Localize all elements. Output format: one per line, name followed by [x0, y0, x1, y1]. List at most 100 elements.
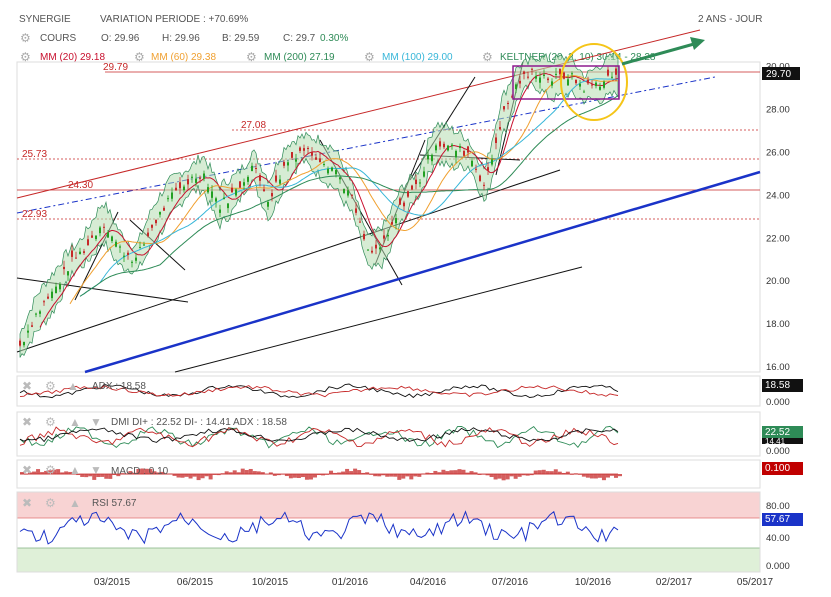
- candle-body: [547, 78, 549, 81]
- gear-icon[interactable]: ⚙: [45, 463, 56, 477]
- candle-body: [467, 146, 469, 153]
- candle-body: [311, 152, 313, 156]
- gear-icon[interactable]: ⚙: [482, 50, 493, 64]
- candle-body: [219, 209, 221, 213]
- macd-bar: [581, 474, 586, 477]
- x-tick-label: 05/2017: [737, 577, 774, 588]
- candle-body: [455, 150, 457, 158]
- macd-bar: [377, 474, 382, 477]
- candle-body: [379, 247, 381, 250]
- candle-body: [335, 169, 337, 175]
- macd-bar: [325, 474, 330, 475]
- candle-body: [195, 178, 197, 183]
- quote-open: O: 29.96: [101, 33, 140, 44]
- candle-body: [227, 203, 229, 209]
- candle-body: [75, 257, 77, 259]
- candle-body: [575, 79, 577, 84]
- mm20-line: [39, 72, 619, 328]
- gear-icon[interactable]: ⚙: [134, 50, 145, 64]
- candle-body: [191, 176, 193, 178]
- x-tick-label: 06/2015: [177, 577, 214, 588]
- candle-body: [411, 185, 413, 190]
- candle-body: [175, 187, 177, 191]
- macd-bar: [369, 474, 374, 475]
- macd-bar: [521, 474, 526, 476]
- candle-body: [367, 249, 369, 251]
- mid-dashdot-line: [16, 76, 716, 214]
- gear-icon[interactable]: ⚙: [45, 496, 56, 510]
- legend-mm200[interactable]: MM (200) 27.19: [264, 52, 335, 63]
- close-icon[interactable]: ✖: [22, 463, 33, 477]
- candle-body: [559, 68, 561, 75]
- candle-body: [539, 77, 541, 83]
- candle-body: [275, 175, 277, 182]
- candle-body: [383, 235, 385, 239]
- highlight-circle: [560, 43, 628, 121]
- candle-body: [83, 251, 85, 253]
- arrow-up-icon[interactable]: ▲: [69, 463, 81, 477]
- candle-body: [395, 218, 397, 224]
- macd-panel-frame: [16, 459, 761, 489]
- gear-icon[interactable]: ⚙: [20, 50, 31, 64]
- macd-bar: [461, 469, 466, 475]
- mm200-line: [79, 95, 619, 297]
- legend-mm100[interactable]: MM (100) 29.00: [382, 52, 453, 63]
- candle-body: [551, 81, 553, 86]
- candle-body: [179, 182, 181, 189]
- candle-body: [351, 194, 353, 196]
- lower-trendline: [16, 169, 561, 353]
- candle-body: [251, 165, 253, 172]
- arrow-up-icon[interactable]: ▲: [69, 415, 81, 429]
- macd-bar: [104, 474, 109, 479]
- gear-icon[interactable]: ⚙: [45, 415, 56, 429]
- macd-bar: [345, 468, 350, 475]
- legend-keltner[interactable]: KELTNER (20, 2, 10) 30.14 - 28.28: [500, 52, 656, 63]
- macd-bar: [389, 474, 394, 477]
- arrow-up-icon[interactable]: ▲: [67, 379, 79, 393]
- macd-bar: [485, 474, 490, 476]
- candle-body: [531, 68, 533, 70]
- candle-body: [343, 188, 345, 194]
- candle-body: [239, 181, 241, 188]
- candle-body: [267, 201, 269, 207]
- macd-bar: [308, 474, 313, 480]
- macd-bar: [180, 474, 185, 478]
- candle-body: [339, 177, 341, 180]
- legend-mm20[interactable]: MM (20) 29.18: [40, 52, 106, 63]
- gear-icon[interactable]: ⚙: [45, 379, 56, 393]
- macd-bar: [321, 474, 326, 476]
- rsi-oversold-zone: [17, 548, 760, 572]
- macd-bar: [529, 474, 534, 476]
- candle-body: [35, 313, 37, 315]
- close-icon[interactable]: ✖: [22, 379, 33, 393]
- macd-bar: [64, 471, 69, 475]
- close-icon[interactable]: ✖: [22, 496, 33, 510]
- macd-bar: [152, 471, 157, 475]
- macd-bar: [156, 472, 161, 475]
- macd-bar: [76, 474, 81, 476]
- arrow-down-icon[interactable]: ▼: [90, 415, 102, 429]
- adx-signal-line: [19, 385, 619, 398]
- candle-body: [399, 198, 401, 205]
- macd-bar: [276, 474, 281, 476]
- candle-body: [131, 261, 133, 263]
- macd-bar: [353, 468, 358, 475]
- gear-icon[interactable]: ⚙: [364, 50, 375, 64]
- candle-body: [55, 286, 57, 294]
- candle-body: [571, 73, 573, 75]
- arrow-up-icon[interactable]: ▲: [69, 496, 81, 510]
- legend-mm60[interactable]: MM (60) 29.38: [151, 52, 217, 63]
- candle-body: [243, 182, 245, 186]
- arrow-down-icon[interactable]: ▼: [90, 463, 102, 477]
- gear-icon[interactable]: ⚙: [20, 31, 31, 45]
- candle-body: [287, 162, 289, 166]
- macd-bar: [413, 474, 418, 477]
- period-selector[interactable]: 2 ANS - JOUR: [698, 14, 763, 25]
- gear-icon[interactable]: ⚙: [246, 50, 257, 64]
- macd-bar: [549, 471, 554, 475]
- candle-body: [107, 232, 109, 238]
- close-icon[interactable]: ✖: [22, 415, 33, 429]
- macd-bar: [545, 471, 550, 475]
- candle-body: [135, 257, 137, 261]
- macd-bar: [316, 474, 321, 476]
